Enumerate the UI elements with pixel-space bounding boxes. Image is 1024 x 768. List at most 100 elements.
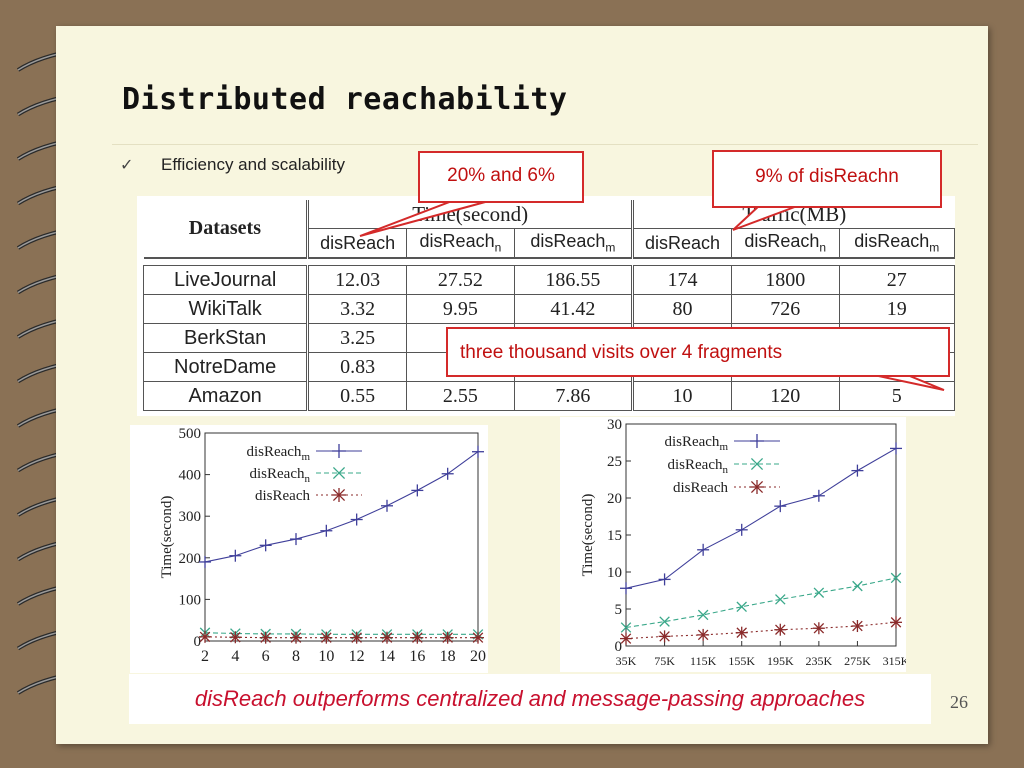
- data-point: [350, 631, 363, 644]
- callout-1: 20% and 6%: [418, 151, 584, 203]
- plot-right: 0 5 10 15 20 25 30 35K 75K 115K 155K 195K 235K 275K 31…: [560, 417, 910, 672]
- y-tick-label: 20: [607, 491, 622, 507]
- column-header: disReachm: [514, 228, 635, 259]
- x-tick-label: 75K: [654, 654, 675, 668]
- data-point: [812, 489, 825, 502]
- x-tick-label: 35K: [616, 654, 637, 668]
- data-point: [290, 533, 302, 546]
- x-tick-label: 18: [440, 648, 456, 665]
- header-datasets: Datasets: [143, 200, 310, 259]
- table-cell: 2.55: [406, 381, 515, 411]
- slide-title: Distributed reachability: [122, 82, 568, 117]
- data-point: [620, 622, 632, 633]
- x-tick-label: 20: [470, 648, 486, 665]
- callout-2: 9% of disReachn: [712, 150, 942, 208]
- y-tick-label: 500: [179, 426, 202, 442]
- data-point: [229, 631, 242, 644]
- table-cell: 7.86: [513, 381, 635, 411]
- data-point: [381, 631, 393, 644]
- y-tick-label: 200: [179, 551, 202, 567]
- checkmark-icon: ✓: [120, 157, 134, 174]
- x-tick-label: 10: [318, 648, 334, 665]
- x-tick-label: 115K: [690, 654, 717, 668]
- x-tick-label: 6: [262, 648, 270, 665]
- data-point: [697, 609, 709, 621]
- bullet-text: Efficiency and scalability: [161, 155, 345, 174]
- data-point: [890, 616, 902, 629]
- column-header: disReachm: [839, 228, 956, 259]
- data-point: [472, 631, 484, 644]
- data-point: [851, 620, 864, 633]
- data-point: [774, 500, 787, 513]
- x-tick-label: 16: [409, 648, 425, 665]
- legend-label: disReach: [255, 488, 310, 504]
- data-point: [658, 630, 671, 643]
- data-point: [890, 572, 902, 584]
- data-point: [290, 631, 302, 644]
- table-cell: 10: [632, 381, 732, 411]
- callout-2-text: 9% of disReachn: [755, 166, 899, 187]
- data-point: [381, 499, 393, 512]
- table-cell: 27.52: [406, 265, 515, 295]
- legend-marker: [750, 480, 764, 494]
- table-row: Amazon 0.55 2.55 7.86 10 120 5: [142, 381, 956, 411]
- dataset-name: NotreDame: [142, 352, 310, 382]
- x-tick-label: 12: [349, 648, 365, 665]
- legend-marker: [332, 466, 346, 480]
- column-header: disReachn: [406, 228, 515, 259]
- data-point: [736, 601, 747, 613]
- x-tick-label: 155K: [728, 654, 755, 668]
- legend-label: disReachm: [664, 434, 728, 453]
- data-point: [411, 631, 424, 644]
- legend-marker: [750, 434, 764, 448]
- column-header: disReachn: [731, 228, 840, 259]
- plot-left-svg: 0 100 200 300 400 500 2 4 6 8 10 12 14 16 18 20 Time(sec…: [159, 426, 486, 665]
- data-point: [259, 539, 272, 552]
- table-cell: 0.55: [307, 381, 408, 411]
- data-point: [890, 442, 902, 455]
- y-axis-label: Time(second): [159, 496, 175, 579]
- table-cell: 12.03: [307, 265, 408, 295]
- data-point: [441, 467, 454, 480]
- data-point: [774, 623, 787, 636]
- table-row: WikiTalk 3.32 9.95 41.42 80 726 19: [142, 294, 956, 324]
- callout-1-text: 20% and 6%: [447, 165, 555, 186]
- callout-3: three thousand visits over 4 fragments: [446, 327, 950, 377]
- y-tick-label: 0: [615, 639, 623, 655]
- data-point: [320, 524, 333, 537]
- legend-label: disReachn: [668, 457, 729, 476]
- data-point: [852, 580, 863, 592]
- dataset-name: Amazon: [142, 381, 310, 411]
- y-tick-label: 5: [615, 602, 623, 618]
- callout-3-text: three thousand visits over 4 fragments: [460, 342, 783, 363]
- table-cell: 9.95: [406, 294, 515, 324]
- dataset-name: LiveJournal: [142, 265, 310, 295]
- y-tick-label: 400: [179, 468, 202, 484]
- data-point: [199, 630, 211, 643]
- y-tick-label: 100: [179, 592, 202, 608]
- data-point: [259, 631, 272, 644]
- conclusion-banner: disReach outperforms centralized and mes…: [129, 674, 931, 724]
- data-point: [350, 513, 363, 526]
- data-point: [199, 555, 211, 568]
- legend-label: disReachn: [250, 466, 311, 485]
- x-tick-label: 235K: [806, 654, 833, 668]
- dataset-name: WikiTalk: [142, 294, 310, 324]
- y-tick-label: 300: [179, 509, 202, 525]
- table-cell: 3.32: [307, 294, 408, 324]
- dataset-name: BerkStan: [142, 323, 310, 353]
- data-point: [735, 523, 748, 536]
- column-header: disReach: [307, 228, 408, 259]
- x-tick-label: 315K: [883, 654, 906, 668]
- y-tick-label: 0: [194, 634, 202, 650]
- legend-label: disReach: [673, 480, 728, 496]
- column-header: disReach: [632, 228, 732, 259]
- y-tick-label: 10: [607, 565, 622, 581]
- data-point: [620, 582, 632, 595]
- series-line: [204, 632, 478, 635]
- data-point: [659, 616, 670, 627]
- data-point: [229, 549, 242, 562]
- data-point: [813, 587, 825, 598]
- legend-marker: [332, 488, 346, 502]
